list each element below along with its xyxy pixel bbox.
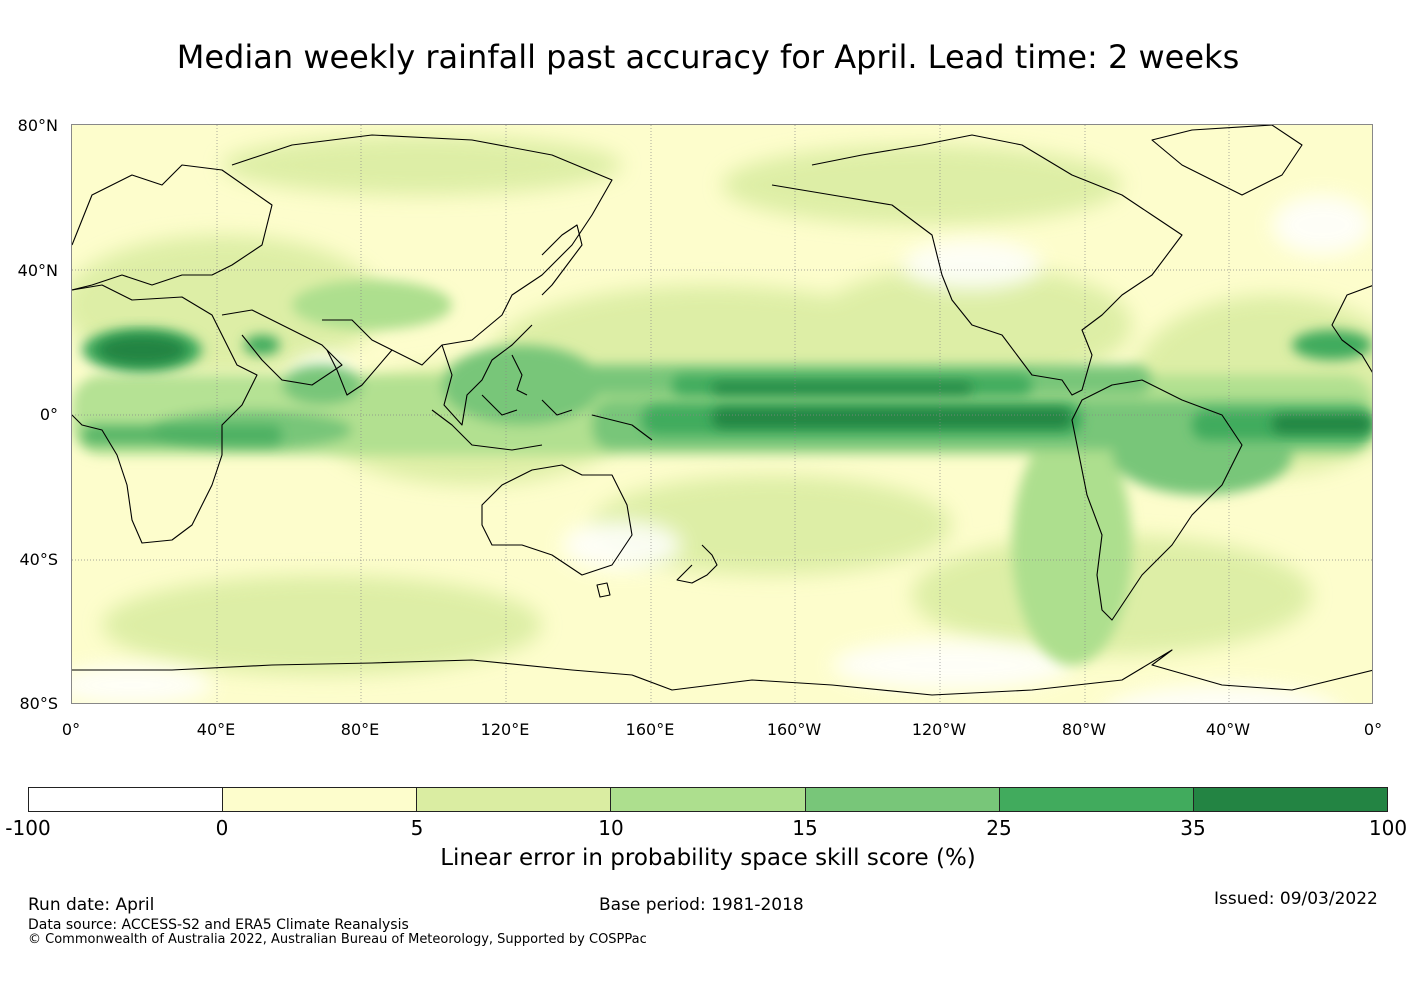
lon-label-160w: 160°W bbox=[766, 720, 822, 739]
coastline-tasmania bbox=[596, 582, 611, 598]
colorbar-tick: 15 bbox=[792, 816, 818, 840]
coastline-indonesia bbox=[431, 394, 653, 451]
coastline-north-america bbox=[771, 134, 1183, 396]
coastline-west-africa-edge bbox=[1331, 285, 1372, 373]
graticule bbox=[72, 125, 1372, 703]
lon-label-160e: 160°E bbox=[625, 720, 675, 739]
coastline-arabia bbox=[221, 309, 343, 386]
coastline-south-america bbox=[1071, 379, 1243, 621]
coastline-greenland bbox=[1151, 125, 1303, 196]
map-canvas bbox=[72, 125, 1372, 703]
base-period: Base period: 1981-2018 bbox=[599, 895, 804, 915]
map-title: Median weekly rainfall past accuracy for… bbox=[176, 38, 1240, 76]
colorbar-tick: 100 bbox=[1368, 816, 1408, 840]
coastline-asia bbox=[231, 134, 613, 366]
lon-label-120e: 120°E bbox=[480, 720, 530, 739]
coastline-indochina bbox=[441, 324, 533, 426]
colorbar-segment bbox=[611, 788, 806, 811]
coastline-africa bbox=[72, 284, 258, 544]
colorbar-tick: 0 bbox=[215, 816, 229, 840]
lon-label-40w: 40°W bbox=[1205, 720, 1251, 739]
colorbar-segment bbox=[1193, 788, 1387, 811]
run-date: Run date: April bbox=[28, 895, 155, 915]
coastline-philippines bbox=[511, 354, 528, 396]
coastline-australia bbox=[481, 464, 633, 576]
lon-label-80e: 80°E bbox=[340, 720, 380, 739]
skill-score-map bbox=[71, 124, 1373, 704]
coastline-new-zealand bbox=[676, 544, 718, 584]
issued-date: Issued: 09/03/2022 bbox=[1214, 889, 1378, 909]
lat-label-40s: 40°S bbox=[19, 550, 58, 569]
data-source: Data source: ACCESS-S2 and ERA5 Climate … bbox=[28, 917, 409, 933]
colorbar-segment bbox=[999, 788, 1194, 811]
colorbar-segment bbox=[223, 788, 418, 811]
lat-label-40n: 40°N bbox=[17, 261, 58, 280]
lon-label-40e: 40°E bbox=[196, 720, 236, 739]
colorbar-segment bbox=[805, 788, 1000, 811]
copyright: © Commonwealth of Australia 2022, Austra… bbox=[28, 932, 647, 947]
colorbar-segment bbox=[29, 788, 224, 811]
coastline-antarctica bbox=[72, 649, 1372, 696]
lat-label-80n: 80°N bbox=[17, 116, 58, 135]
colorbar-segment bbox=[417, 788, 612, 811]
lon-label-0: 0° bbox=[61, 720, 81, 739]
lon-label-120w: 120°W bbox=[911, 720, 967, 739]
colorbar-tick: 10 bbox=[598, 816, 624, 840]
colorbar-tick: -100 bbox=[5, 816, 51, 840]
coastline-japan bbox=[541, 224, 583, 296]
lon-label-0-east: 0° bbox=[1363, 720, 1383, 739]
colorbar-tick: 35 bbox=[1180, 816, 1206, 840]
coastline-india bbox=[322, 319, 393, 396]
coastlines bbox=[72, 125, 1372, 696]
lat-label-equator: 0° bbox=[39, 405, 58, 424]
colorbar bbox=[28, 787, 1388, 812]
lon-label-80w: 80°W bbox=[1061, 720, 1107, 739]
colorbar-label: Linear error in probability space skill … bbox=[440, 845, 976, 871]
coastline-europe bbox=[72, 164, 273, 291]
lat-label-80s: 80°S bbox=[19, 694, 58, 713]
colorbar-tick: 25 bbox=[986, 816, 1012, 840]
colorbar-tick: 5 bbox=[410, 816, 424, 840]
